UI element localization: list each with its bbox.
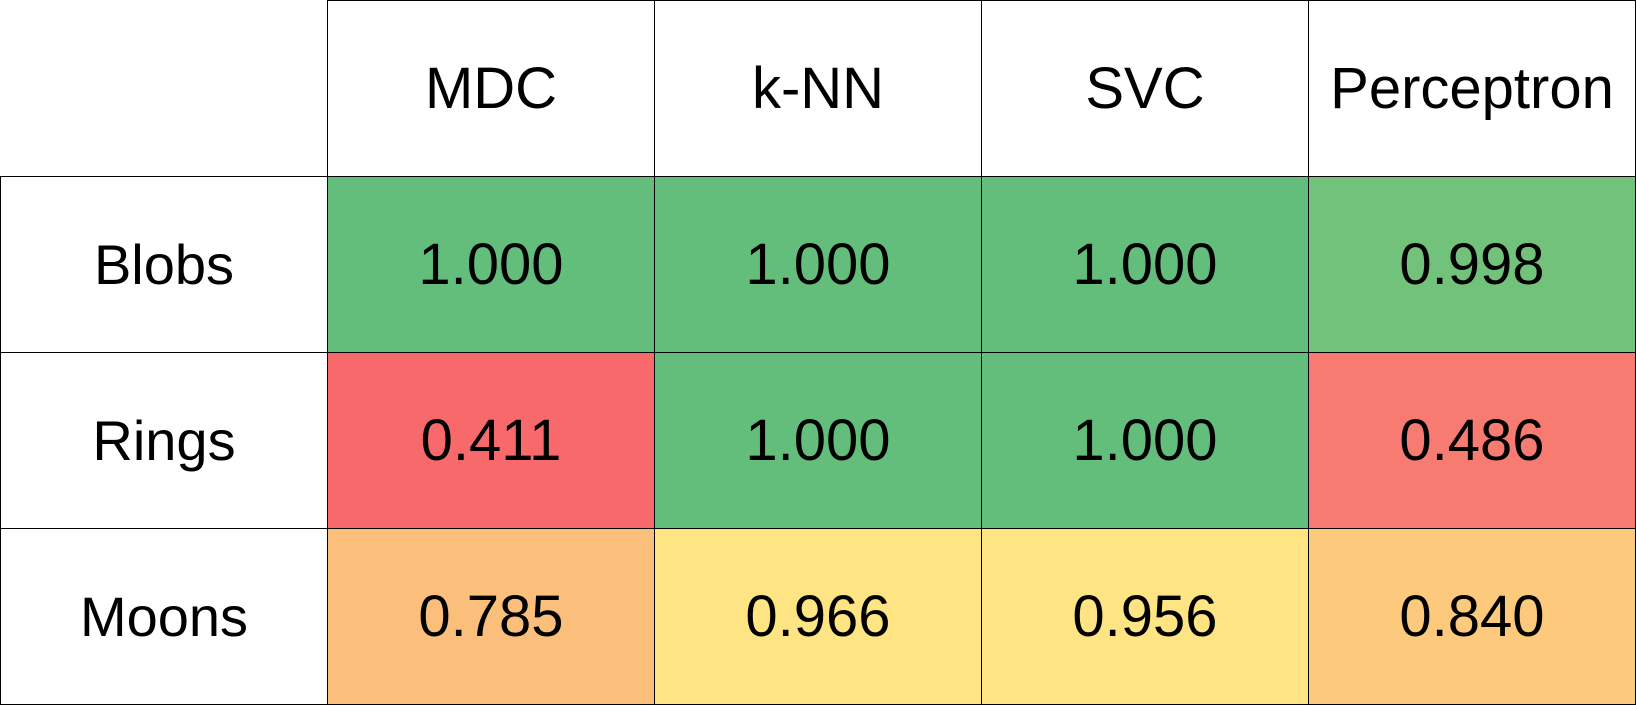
row-header-blobs: Blobs: [0, 176, 328, 353]
cell-rings-knn: 1.000: [654, 352, 982, 529]
column-header-mdc: MDC: [327, 0, 655, 177]
cell-moons-mdc: 0.785: [327, 528, 655, 705]
table-row: Blobs 1.000 1.000 1.000 0.998: [0, 176, 1636, 353]
table-row: Moons 0.785 0.966 0.956 0.840: [0, 528, 1636, 705]
cell-rings-svc: 1.000: [981, 352, 1309, 529]
column-header-perceptron: Perceptron: [1308, 0, 1636, 177]
cell-moons-perceptron: 0.840: [1308, 528, 1636, 705]
cell-rings-perceptron: 0.486: [1308, 352, 1636, 529]
cell-rings-mdc: 0.411: [327, 352, 655, 529]
table-row: Rings 0.411 1.000 1.000 0.486: [0, 352, 1636, 529]
cell-blobs-mdc: 1.000: [327, 176, 655, 353]
cell-blobs-svc: 1.000: [981, 176, 1309, 353]
cell-moons-knn: 0.966: [654, 528, 982, 705]
cell-blobs-knn: 1.000: [654, 176, 982, 353]
header-row: MDC k-NN SVC Perceptron: [0, 0, 1636, 177]
cell-moons-svc: 0.956: [981, 528, 1309, 705]
column-header-knn: k-NN: [654, 0, 982, 177]
row-header-rings: Rings: [0, 352, 328, 529]
corner-cell: [0, 0, 328, 177]
row-header-moons: Moons: [0, 528, 328, 705]
column-header-svc: SVC: [981, 0, 1309, 177]
cell-blobs-perceptron: 0.998: [1308, 176, 1636, 353]
